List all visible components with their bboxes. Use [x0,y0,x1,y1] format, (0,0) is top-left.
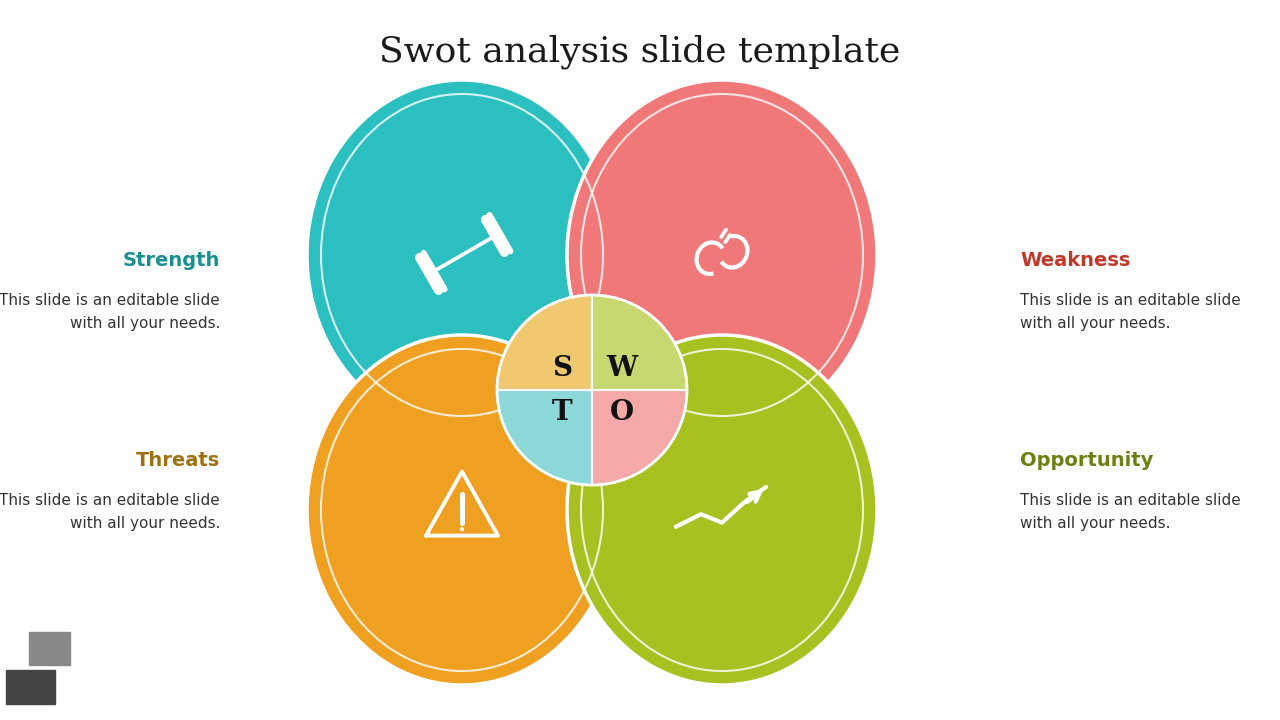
Ellipse shape [307,335,617,685]
Ellipse shape [460,527,465,531]
Text: This slide is an editable slide
with all your needs.: This slide is an editable slide with all… [1020,294,1240,330]
Bar [6,670,55,704]
Ellipse shape [567,335,877,685]
Ellipse shape [561,329,883,691]
Text: Weakness: Weakness [1020,251,1130,269]
Text: Opportunity: Opportunity [1020,451,1153,469]
Ellipse shape [561,74,883,436]
Wedge shape [497,390,591,485]
Text: S: S [552,354,572,382]
Wedge shape [591,295,687,390]
Text: O: O [611,398,634,426]
Wedge shape [497,295,591,390]
Ellipse shape [301,329,623,691]
Text: This slide is an editable slide
with all your needs.: This slide is an editable slide with all… [0,493,220,531]
Text: T: T [552,398,572,426]
Wedge shape [591,390,687,485]
Ellipse shape [301,74,623,436]
Text: W: W [607,354,637,382]
Text: This slide is an editable slide
with all your needs.: This slide is an editable slide with all… [0,294,220,330]
Bar [29,632,70,665]
Text: Strength: Strength [123,251,220,269]
Ellipse shape [307,80,617,430]
Text: This slide is an editable slide
with all your needs.: This slide is an editable slide with all… [1020,493,1240,531]
Text: Swot analysis slide template: Swot analysis slide template [379,35,901,69]
Ellipse shape [567,80,877,430]
Text: Threats: Threats [136,451,220,469]
